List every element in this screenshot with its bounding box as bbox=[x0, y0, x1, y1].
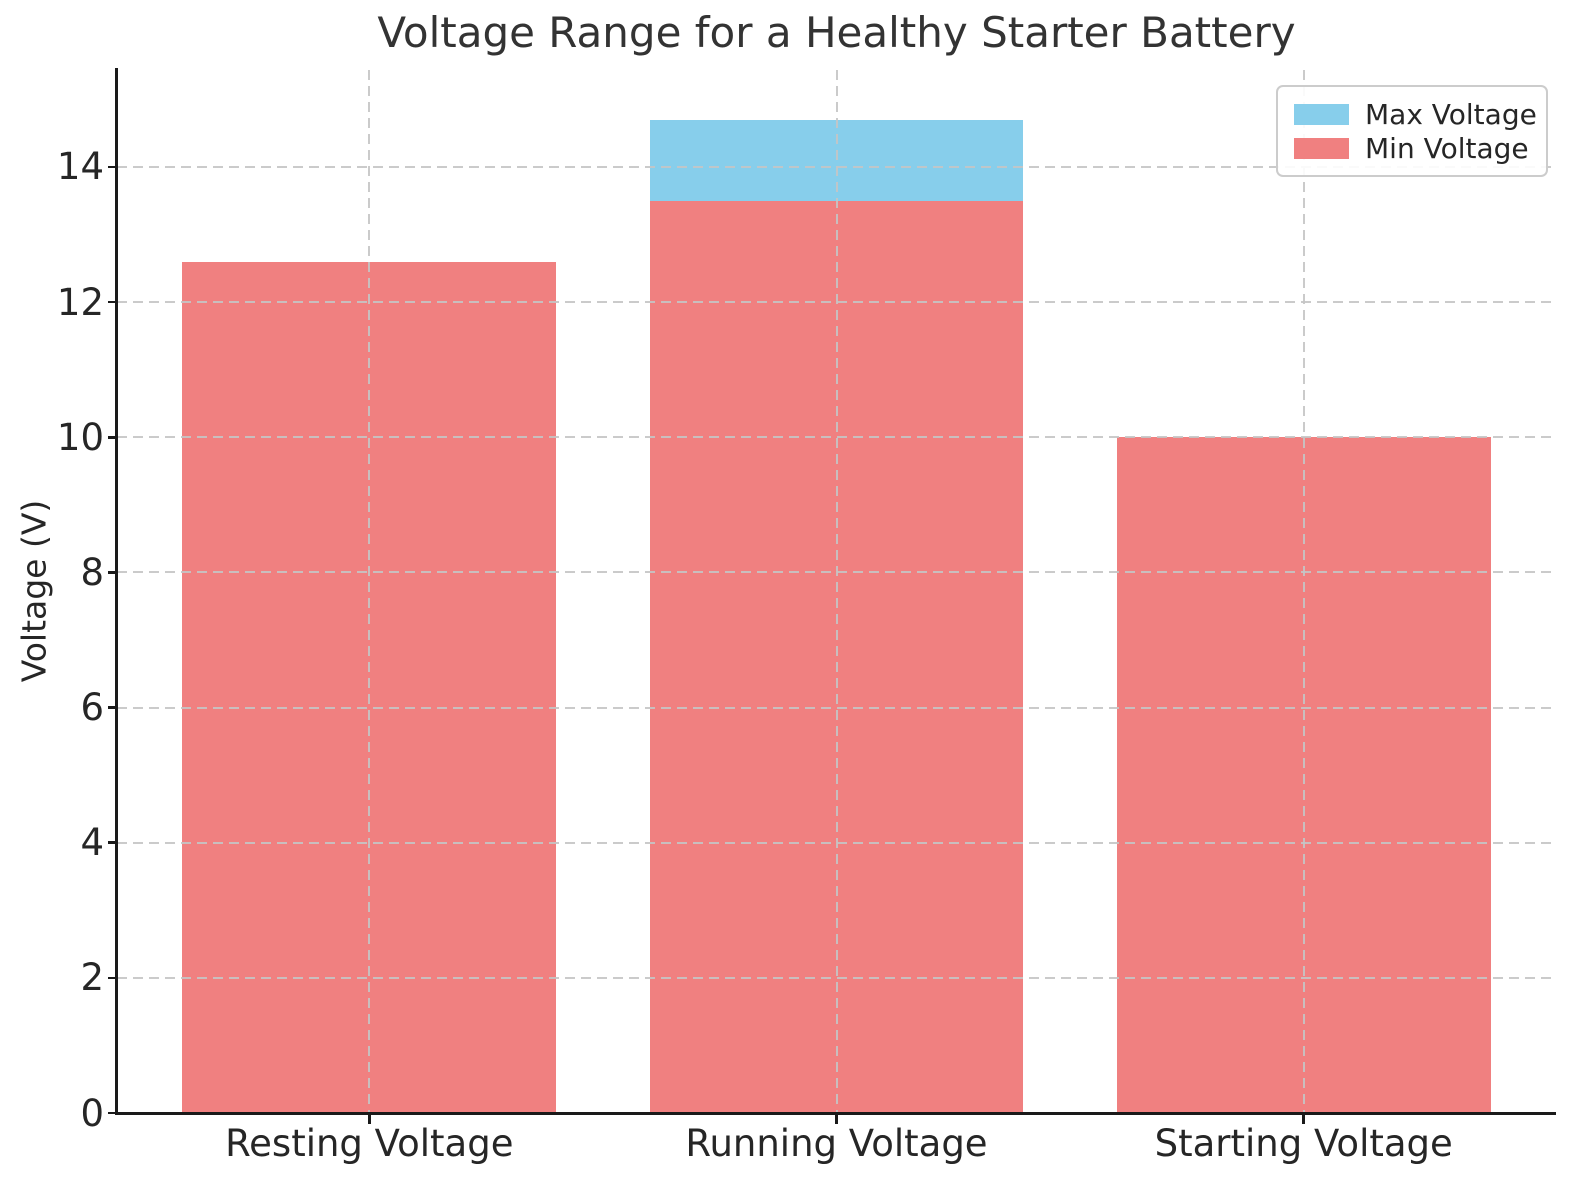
y-axis-spine bbox=[114, 68, 118, 1115]
y-tick bbox=[108, 706, 117, 709]
x-gridline bbox=[1302, 70, 1305, 1113]
legend-label: Max Voltage bbox=[1365, 97, 1537, 131]
y-tick-label: 10 bbox=[56, 415, 104, 459]
plot-area bbox=[117, 70, 1556, 1113]
legend: Max Voltage Min Voltage bbox=[1276, 85, 1548, 177]
y-tick-label: 4 bbox=[80, 821, 104, 865]
x-tick-label: Running Voltage bbox=[685, 1122, 988, 1165]
y-tick-label: 14 bbox=[56, 145, 104, 189]
x-tick bbox=[368, 1114, 371, 1124]
legend-label: Min Voltage bbox=[1365, 131, 1529, 165]
y-tick-label: 8 bbox=[80, 550, 104, 594]
y-tick bbox=[108, 841, 117, 844]
y-tick bbox=[108, 300, 117, 304]
legend-swatch-max-voltage bbox=[1294, 103, 1349, 125]
y-tick bbox=[108, 571, 117, 574]
x-gridline bbox=[835, 70, 838, 1113]
chart-title: Voltage Range for a Healthy Starter Batt… bbox=[377, 8, 1296, 57]
legend-entry: Max Voltage bbox=[1294, 97, 1537, 131]
y-tick bbox=[108, 436, 117, 439]
y-tick-label: 0 bbox=[80, 1091, 104, 1135]
y-axis-label: Voltage (V) bbox=[14, 499, 54, 683]
x-tick-label: Resting Voltage bbox=[225, 1122, 514, 1165]
y-tick bbox=[108, 165, 117, 169]
legend-entry: Min Voltage bbox=[1294, 131, 1530, 165]
y-tick-label: 6 bbox=[80, 686, 104, 730]
y-tick bbox=[108, 976, 117, 980]
x-gridline bbox=[368, 70, 371, 1113]
y-tick-label: 2 bbox=[80, 956, 104, 1000]
x-tick bbox=[1302, 1114, 1305, 1124]
x-tick-label: Starting Voltage bbox=[1154, 1122, 1453, 1165]
x-tick bbox=[835, 1114, 838, 1124]
legend-swatch-min-voltage bbox=[1294, 137, 1349, 159]
y-tick-label: 12 bbox=[56, 280, 104, 324]
x-axis-spine bbox=[114, 1111, 1556, 1115]
gridlines-layer bbox=[117, 70, 1556, 1113]
y-tick bbox=[108, 1111, 117, 1115]
